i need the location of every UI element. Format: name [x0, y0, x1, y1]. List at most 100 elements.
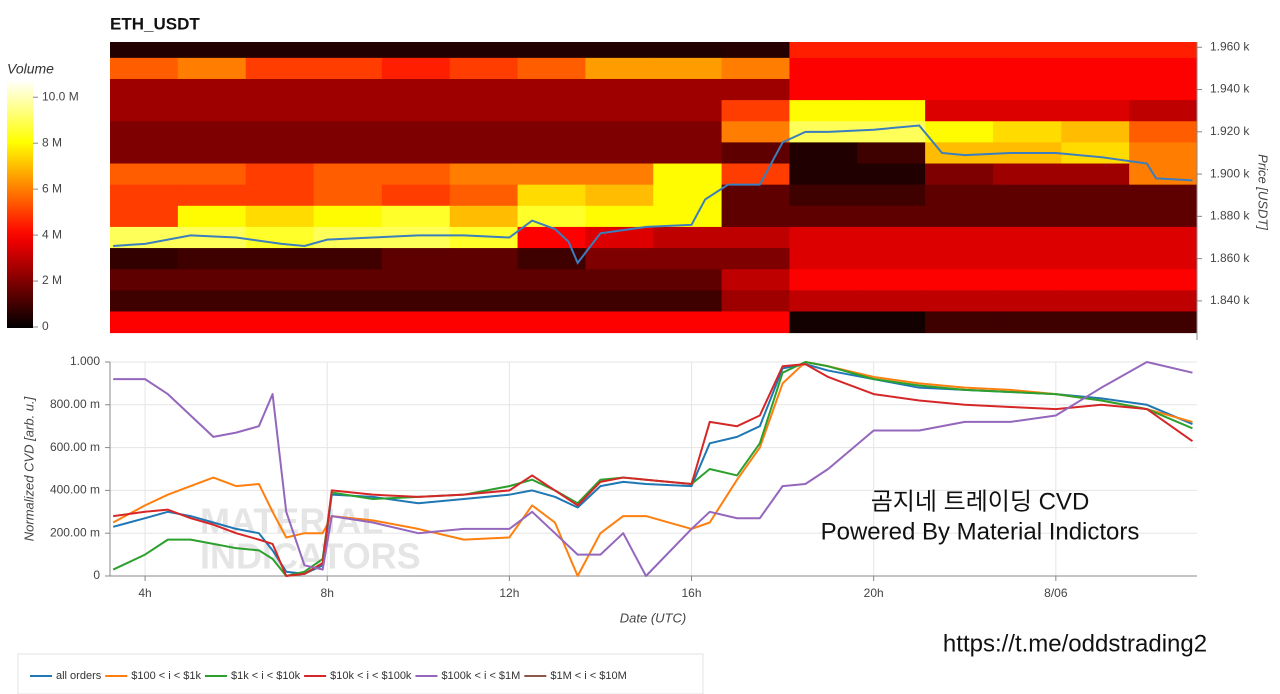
heatmap-cell [992, 226, 1062, 249]
heatmap-cell [313, 100, 383, 122]
heatmap-cell [925, 78, 994, 101]
heatmap-cell [585, 205, 654, 228]
heatmap-cell [245, 163, 315, 186]
heatmap-cell [245, 290, 315, 312]
x-axis-label: Date (UTC) [620, 610, 686, 625]
heatmap-cell [653, 142, 723, 165]
heatmap-cell [721, 248, 790, 270]
heatmap-cell [245, 100, 315, 122]
heatmap-cell [177, 184, 247, 207]
heatmap-cell [1129, 100, 1198, 122]
heatmap-cell [721, 78, 790, 101]
heatmap-cell [992, 184, 1062, 207]
heatmap-cell [517, 184, 586, 207]
colorbar-label: Volume [7, 61, 54, 77]
heatmap-cell [449, 100, 519, 122]
x-tick-label: 8/06 [1044, 586, 1068, 600]
heatmap-cell [449, 42, 519, 59]
heatmap-cell [857, 269, 926, 291]
heatmap-cell [517, 78, 586, 101]
heatmap-cell [449, 57, 519, 80]
heatmap [110, 42, 1198, 334]
heatmap-cell [1061, 57, 1130, 80]
colorbar-tick-label: 6 M [42, 181, 62, 195]
heatmap-cell [110, 78, 179, 101]
footer-link: https://t.me/oddstrading2 [943, 630, 1207, 657]
heatmap-cell [381, 184, 451, 207]
heatmap-cell [585, 121, 654, 143]
heatmap-cell [517, 290, 586, 312]
y-tick-label: 1.960 k [1210, 39, 1250, 53]
heatmap-cell [925, 248, 994, 270]
heatmap-cell [925, 163, 994, 186]
heatmap-cell [177, 290, 247, 312]
heatmap-cell [177, 78, 247, 101]
legend-label: $1k < i < $10k [231, 670, 301, 682]
heatmap-cell [313, 205, 383, 228]
heatmap-cell [313, 78, 383, 101]
heatmap-cell [1129, 42, 1198, 59]
heatmap-cell [653, 226, 723, 249]
series-line [112, 363, 1193, 575]
heatmap-cell [925, 42, 994, 59]
heatmap-cell [517, 269, 586, 291]
heatmap-cell [110, 184, 179, 207]
heatmap-cell [992, 100, 1062, 122]
heatmap-cell [110, 57, 179, 80]
heatmap-cell [1061, 226, 1130, 249]
heatmap-cell [1129, 57, 1198, 80]
heatmap-cell [721, 57, 790, 80]
heatmap-cell [381, 42, 451, 59]
heatmap-cell [925, 100, 994, 122]
heatmap-cell [653, 78, 723, 101]
heatmap-cell [177, 57, 247, 80]
heatmap-cell [925, 121, 994, 143]
heatmap-cell [381, 100, 451, 122]
series-line [113, 361, 1193, 577]
heatmap-cell [245, 78, 315, 101]
y-tick-label: 800.00 m [50, 397, 100, 411]
heatmap-cell [653, 269, 723, 291]
heatmap-cell [992, 163, 1062, 186]
heatmap-cell [653, 100, 723, 122]
heatmap-cell [857, 42, 926, 59]
annotation: Powered By Material Indictors [821, 518, 1140, 545]
heatmap-cell [721, 163, 790, 186]
heatmap-cell [721, 100, 790, 122]
heatmap-cell [177, 248, 247, 270]
heatmap-cell [110, 100, 179, 122]
heatmap-cell [925, 269, 994, 291]
heatmap-cell [857, 163, 926, 186]
heatmap-cell [313, 311, 383, 334]
legend-label: all orders [56, 670, 102, 682]
heatmap-cell [313, 184, 383, 207]
heatmap-cell [992, 311, 1062, 334]
heatmap-cell [1129, 248, 1198, 270]
heatmap-cell [1129, 142, 1198, 165]
heatmap-cell [585, 100, 654, 122]
heatmap-cell [721, 269, 790, 291]
heatmap-cell [1061, 42, 1130, 59]
heatmap-cell [110, 121, 179, 143]
heatmap-cell [1061, 184, 1130, 207]
heatmap-cell [449, 184, 519, 207]
price-line [113, 124, 1193, 265]
heatmap-cell [177, 311, 247, 334]
heatmap-cell [585, 184, 654, 207]
heatmap-cell [585, 163, 654, 186]
heatmap-cell [381, 311, 451, 334]
heatmap-cell [789, 42, 858, 59]
heatmap-cell [1061, 269, 1130, 291]
heatmap-cell [381, 290, 451, 312]
heatmap-cell [449, 121, 519, 143]
heatmap-cell [925, 205, 994, 228]
colorbar-tick-label: 4 M [42, 227, 62, 241]
heatmap-cell [381, 226, 451, 249]
heatmap-cell [992, 42, 1062, 59]
heatmap-cell [585, 290, 654, 312]
heatmap-cell [381, 121, 451, 143]
colorbar-tick-label: 2 M [42, 273, 62, 287]
heatmap-cell [925, 290, 994, 312]
heatmap-cell [721, 121, 790, 143]
heatmap-cell [313, 163, 383, 186]
